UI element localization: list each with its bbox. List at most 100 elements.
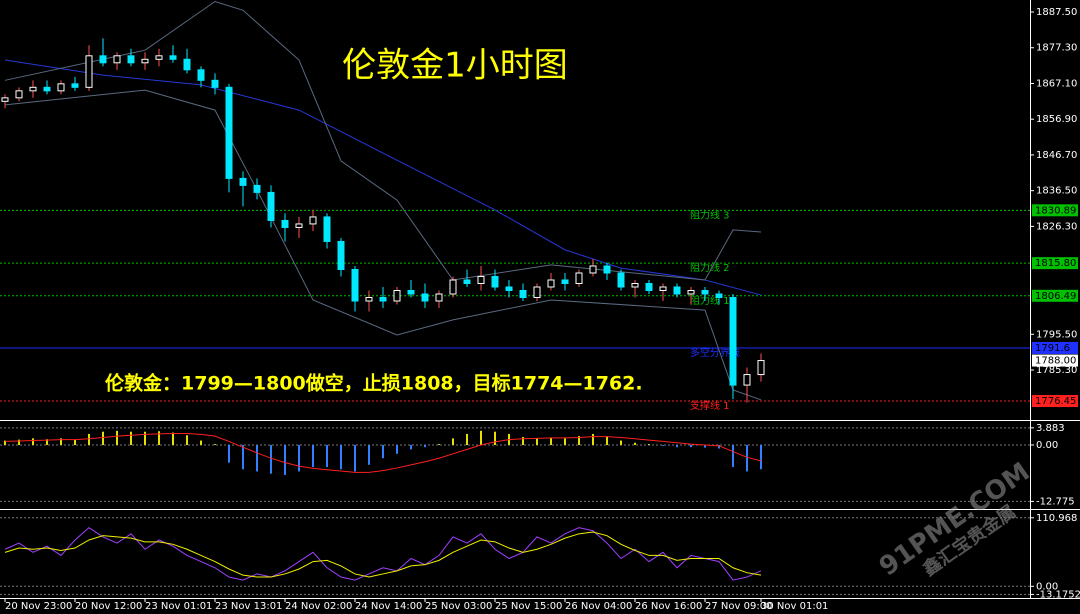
y-tick-label: 1846.70 <box>1036 150 1077 161</box>
x-tick-label: 26 Nov 16:00 <box>635 601 702 612</box>
candle-body <box>57 83 65 92</box>
macd-bar <box>662 444 664 446</box>
x-tick-label: 23 Nov 13:01 <box>215 601 282 612</box>
level-text: 阻力线 1 <box>690 294 730 307</box>
x-tick-label: 27 Nov 09:00 <box>705 601 772 612</box>
candle-body <box>449 279 457 295</box>
candle-body <box>29 86 37 92</box>
macd-bar <box>46 439 48 445</box>
macd-bar <box>200 440 202 445</box>
macd-bar <box>312 444 314 468</box>
y-tick-label: 1887.50 <box>1036 7 1077 18</box>
candle-body <box>351 268 359 302</box>
y-tick-label: -13.1752 <box>1036 589 1080 600</box>
candle-body <box>491 275 499 288</box>
candle-body <box>281 219 289 228</box>
macd-bar <box>550 437 552 445</box>
candle-body <box>547 279 555 288</box>
candle-body <box>225 86 233 179</box>
candle-body <box>687 289 695 295</box>
candle-body <box>463 279 471 284</box>
macd-bar <box>382 444 384 459</box>
candle-body <box>43 86 51 92</box>
macd-bar <box>256 444 258 472</box>
candle-body <box>1 97 9 102</box>
level-label: 1830.89 <box>1035 205 1076 216</box>
overlay-line <box>4 59 762 296</box>
macd-bar <box>60 438 62 445</box>
level-text: 支撑线 1 <box>690 399 730 412</box>
macd-bar <box>592 433 594 445</box>
macd-bar <box>172 432 174 445</box>
series-line <box>4 527 762 581</box>
candle-body <box>617 272 625 288</box>
macd-bar <box>480 430 482 445</box>
candle-body <box>589 265 597 274</box>
macd-bar <box>340 444 342 470</box>
candle-body <box>211 79 219 88</box>
candle-body <box>673 286 681 295</box>
level-box <box>1032 395 1078 408</box>
macd-bar <box>4 440 6 445</box>
candle-body <box>267 191 275 221</box>
level-box <box>1032 204 1078 217</box>
candle-body <box>743 374 751 386</box>
candle-body <box>323 216 331 242</box>
macd-bar <box>606 436 608 445</box>
overlay-line <box>4 89 762 401</box>
macd-bar <box>326 444 328 468</box>
candle-body <box>645 282 653 291</box>
candle-body <box>365 297 373 302</box>
level-label: 1776.45 <box>1035 396 1076 407</box>
macd-bar <box>620 440 622 445</box>
candle-body <box>295 223 303 228</box>
y-tick-label: -12.775 <box>1036 496 1075 507</box>
y-tick-label: 0.00 <box>1036 581 1058 592</box>
candle-body <box>757 360 765 376</box>
macd-bar <box>102 431 104 445</box>
macd-bar <box>536 438 538 445</box>
macd-bar <box>424 444 426 448</box>
macd-bar <box>732 444 734 468</box>
candle-body <box>113 55 121 64</box>
y-tick-label: 3.883 <box>1036 423 1065 434</box>
x-tick-label: 25 Nov 03:00 <box>425 601 492 612</box>
macd-bar <box>564 438 566 445</box>
macd-bar <box>270 444 272 474</box>
macd-bar <box>676 444 678 448</box>
macd-bar <box>298 444 300 472</box>
macd-bar <box>32 438 34 445</box>
macd-bar <box>410 444 412 450</box>
macd-bar <box>634 442 636 445</box>
macd-bar <box>186 435 188 445</box>
candle-body <box>197 69 205 81</box>
macd-bar <box>690 444 692 448</box>
macd-bar <box>746 444 748 472</box>
x-tick-label: 25 Nov 15:00 <box>495 601 562 612</box>
macd-bar <box>522 437 524 445</box>
level-text: 阻力线 3 <box>690 208 730 221</box>
x-tick-label: 24 Nov 02:00 <box>285 601 352 612</box>
candle-body <box>71 83 79 88</box>
candle-body <box>659 286 667 291</box>
macd-bar <box>760 444 762 470</box>
y-tick-label: 1785.30 <box>1036 365 1077 376</box>
y-tick-label: 1826.30 <box>1036 221 1077 232</box>
candle-body <box>603 265 611 274</box>
candle-body <box>533 286 541 299</box>
macd-bar <box>466 433 468 445</box>
series-line <box>4 531 762 578</box>
macd-bar <box>18 439 20 445</box>
level-text: 多空分界线 <box>690 346 740 359</box>
macd-bar <box>452 438 454 445</box>
annotation: 伦敦金：1799—1800做空，止损1808，目标1774—1762. <box>105 372 643 395</box>
candle-body <box>253 184 261 193</box>
y-tick-label: 1856.90 <box>1036 114 1077 125</box>
macd-bar <box>438 444 440 445</box>
macd-bar <box>704 444 706 448</box>
macd-bar <box>648 444 650 445</box>
candle-body <box>701 289 709 295</box>
candle-body <box>477 275 485 284</box>
y-tick-label: 1795.50 <box>1036 329 1077 340</box>
